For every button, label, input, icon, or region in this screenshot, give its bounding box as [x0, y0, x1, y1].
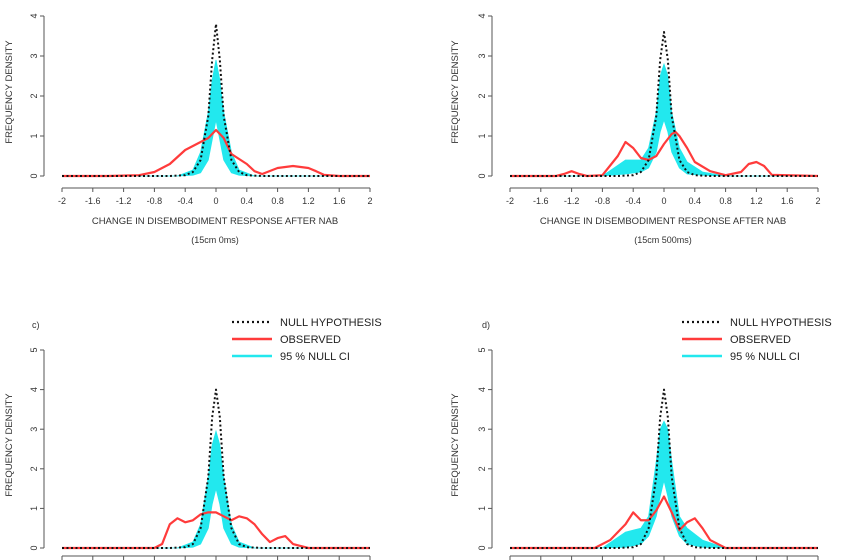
y-tick-label: 1	[477, 506, 487, 511]
observed-line	[510, 130, 819, 178]
y-tick-label: 0	[477, 545, 487, 550]
panel-3-ylabel: FREQUENCY DENSITY	[450, 393, 461, 497]
y-tick-label: 1	[29, 133, 39, 138]
y-tick-label: 4	[29, 387, 39, 392]
y-tick-label: 2	[29, 466, 39, 471]
x-tick-label: 2	[367, 196, 372, 206]
observed-line	[62, 128, 370, 178]
ci-band	[510, 420, 818, 549]
null-hypothesis-line	[510, 31, 818, 177]
null-hypothesis-line	[62, 388, 370, 549]
x-tick-label: -0.4	[625, 196, 641, 206]
null-hypothesis-line	[510, 388, 818, 549]
panel-1-subtitle: (15cm 500ms)	[634, 235, 692, 245]
x-tick-label: 0.8	[271, 196, 284, 206]
panel-bottom-right: d) 0 1 2 3 4 5 FREQUENCY DENSITY NULL HYPOTHE…	[450, 317, 832, 560]
y-tick-label: 2	[29, 93, 39, 98]
panel-1-xlabel: CHANGE IN DISEMBODIMENT RESPONSE AFTER N…	[540, 216, 786, 227]
ci-band	[62, 59, 370, 177]
x-tick-label: -2	[58, 196, 66, 206]
panel-0-plot: 0 1 2 3 4 -2 -1.6 -1.2 -0.8 -0.4 0 0.4 0.8 1.2 1.6 2	[29, 13, 373, 206]
y-tick-label: 2	[477, 466, 487, 471]
y-tick-label: 4	[477, 387, 487, 392]
x-tick-label: 0.4	[689, 196, 702, 206]
panel-bottom-left: c) 0 1 2 3 4 5 FREQUENCY DENSITY NULL HYPOTHE…	[4, 317, 382, 560]
ci-band	[62, 429, 370, 549]
y-tick-label: 3	[29, 427, 39, 432]
y-tick-label: 0	[477, 173, 487, 178]
panel-0-xlabel: CHANGE IN DISEMBODIMENT RESPONSE AFTER N…	[92, 216, 338, 227]
observed-line	[62, 511, 370, 550]
x-tick-label: -0.8	[147, 196, 163, 206]
x-tick-label: 0.4	[241, 196, 254, 206]
y-tick-label: 4	[29, 13, 39, 18]
panel-top-right: 0 1 2 3 4 -2 -1.6 -1.2 -0.8 -0.4 0 0.4 0.8 1.2 1.6 2 FR…	[450, 13, 821, 245]
y-tick-label: 1	[29, 506, 39, 511]
panel-1-ylabel: FREQUENCY DENSITY	[450, 40, 461, 144]
legend-null-label: NULL HYPOTHESIS	[730, 317, 832, 329]
legend-observed-label: OBSERVED	[730, 334, 791, 346]
y-tick-label: 5	[477, 347, 487, 352]
x-tick-label: 1.2	[750, 196, 763, 206]
x-tick-label: -1.2	[116, 196, 132, 206]
x-tick-label: 1.6	[781, 196, 794, 206]
panel-2-label: c)	[32, 320, 40, 330]
x-tick-label: -1.6	[533, 196, 549, 206]
legend-right: NULL HYPOTHESIS OBSERVED 95 % NULL CI	[682, 317, 832, 363]
legend-null-label: NULL HYPOTHESIS	[280, 317, 382, 329]
x-tick-label: -1.6	[85, 196, 101, 206]
x-tick-label: -0.4	[177, 196, 193, 206]
legend-observed-label: OBSERVED	[280, 334, 341, 346]
panel-1-plot: 0 1 2 3 4 -2 -1.6 -1.2 -0.8 -0.4 0 0.4 0.8 1.2 1.6 2	[477, 13, 821, 206]
panel-0-ylabel: FREQUENCY DENSITY	[4, 40, 15, 144]
x-tick-label: -1.2	[564, 196, 580, 206]
x-tick-label: 2	[815, 196, 820, 206]
panel-3-label: d)	[482, 320, 490, 330]
x-tick-label: -2	[506, 196, 514, 206]
x-tick-label: 0	[661, 196, 666, 206]
panel-2-plot: 0 1 2 3 4 5	[29, 347, 371, 560]
legend-ci-label: 95 % NULL CI	[730, 351, 800, 363]
x-tick-label: -0.8	[595, 196, 611, 206]
y-tick-label: 0	[29, 545, 39, 550]
y-tick-label: 0	[29, 173, 39, 178]
y-tick-label: 4	[477, 13, 487, 18]
y-tick-label: 2	[477, 93, 487, 98]
x-tick-label: 0.8	[719, 196, 732, 206]
observed-line	[510, 495, 818, 550]
y-tick-label: 1	[477, 133, 487, 138]
panel-0-subtitle: (15cm 0ms)	[191, 235, 239, 245]
y-tick-label: 3	[477, 427, 487, 432]
y-tick-label: 5	[29, 347, 39, 352]
legend-ci-label: 95 % NULL CI	[280, 351, 350, 363]
x-tick-label: 0	[213, 196, 218, 206]
y-tick-label: 3	[29, 53, 39, 58]
legend-left: NULL HYPOTHESIS OBSERVED 95 % NULL CI	[232, 317, 382, 363]
null-hypothesis-line	[62, 23, 370, 177]
ci-band	[510, 62, 818, 177]
x-tick-label: 1.2	[302, 196, 315, 206]
panel-2-ylabel: FREQUENCY DENSITY	[4, 393, 15, 497]
x-tick-label: 1.6	[333, 196, 346, 206]
panel-top-left: 0 1 2 3 4 -2 -1.6 -1.2 -0.8 -0.4 0 0.4 0.8 1.2 1.6 2 FR…	[4, 13, 373, 245]
y-tick-label: 3	[477, 53, 487, 58]
panel-3-plot: 0 1 2 3 4 5	[477, 347, 819, 560]
